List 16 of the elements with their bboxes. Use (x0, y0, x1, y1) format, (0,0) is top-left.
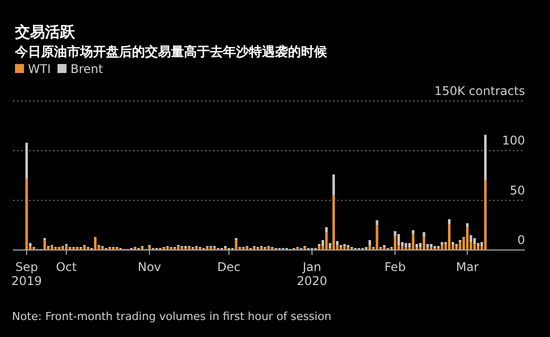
x-tick-label: Jan 2020 (296, 260, 328, 288)
legend-label: WTI (28, 62, 51, 76)
legend-label: Brent (70, 62, 104, 76)
y-tick-label: 0 (517, 233, 525, 247)
y-tick-label: 50 (510, 183, 525, 198)
x-tick-label: Mar (456, 260, 479, 274)
x-tick-label: Sep 2019 (11, 260, 42, 288)
y-tick-label: 150K contracts (434, 84, 525, 98)
x-tick-label: Nov (138, 260, 162, 274)
x-tick-label: Dec (217, 260, 241, 274)
text: Note: Front-month trading volumes in first hour of session (12, 310, 332, 323)
chart-subtitle: 今日原油市场开盘后的交易量高于去年沙特遇袭的时候 (14, 44, 328, 60)
x-tick-label: Oct (56, 260, 78, 274)
x-tick-label: Feb (384, 260, 406, 274)
chart-title: 交易活跃 (14, 23, 76, 41)
y-tick-label: 100 (502, 134, 525, 148)
